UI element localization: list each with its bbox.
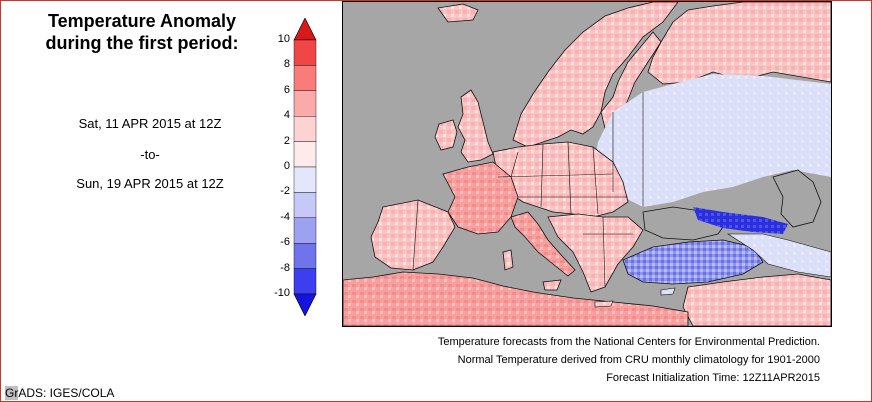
france (442, 161, 519, 235)
colorbar-tick-label: 2 (283, 134, 290, 147)
grads-credit-rest: ADS: IGES/COLA (18, 386, 115, 400)
colorbar-bin (293, 268, 317, 295)
colorbar-tick-label: -6 (280, 236, 290, 249)
north-africa (343, 271, 689, 326)
grads-credit-gr: Gr (5, 386, 19, 400)
colorbar-bin (293, 192, 317, 218)
cyprus (660, 287, 676, 296)
colorbar-tick-label: 8 (283, 58, 290, 71)
colorbar-bin (293, 242, 317, 269)
colorbar-tick-label: -4 (280, 210, 290, 223)
title-line-1: Temperature Anomaly (47, 11, 237, 31)
end-date: Sun, 19 APR 2015 at 12Z (76, 176, 224, 191)
turkey (622, 239, 764, 285)
ireland (434, 119, 458, 151)
colorbar-bin (293, 90, 317, 117)
colorbar-bin (293, 141, 317, 168)
colorbar-bin (293, 115, 317, 142)
colorbar-tick-label: 4 (283, 109, 290, 122)
colorbar-tick-label: 10 (277, 33, 290, 45)
colorbar-top-arrow (293, 18, 317, 41)
iberia (370, 199, 456, 271)
colorbar-bin (293, 166, 317, 193)
map-title: Temperature Anomaly during the first per… (22, 10, 262, 54)
italy (510, 211, 576, 277)
date-separator: -to- (140, 147, 160, 162)
colorbar-bin (293, 217, 317, 244)
finland-russia (647, 2, 831, 85)
caucasus (693, 207, 788, 234)
title-line-2: during the first period: (45, 33, 239, 53)
caspian-sea (772, 169, 822, 228)
great-britain (457, 89, 494, 163)
russia-interior (593, 74, 831, 207)
colorbar-tick-label: -8 (280, 261, 290, 274)
footnote-source: Temperature forecasts from the National … (437, 336, 820, 348)
sardinia (502, 249, 514, 271)
colorbar-bin (293, 39, 317, 66)
colorbar-bottom-arrow (293, 293, 317, 316)
colorbar-tick-label: 0 (283, 160, 290, 172)
colorbar-tick-label: -10 (274, 287, 290, 299)
colorbar-tick-label: -2 (280, 185, 290, 198)
country-borders (412, 92, 644, 288)
colorbar-tick-label: 6 (283, 83, 290, 96)
start-date: Sat, 11 APR 2015 at 12Z (78, 116, 222, 131)
caucasus-south (726, 233, 831, 278)
anomaly-map (342, 1, 832, 327)
colorbar (293, 18, 317, 316)
sicily (542, 279, 562, 291)
colorbar-bin (293, 65, 317, 92)
europe-map (343, 2, 831, 326)
grads-credit: GrADS: IGES/COLA (5, 386, 114, 400)
footnote-climatology: Normal Temperature derived from CRU mont… (457, 354, 820, 366)
crete (594, 300, 614, 308)
footnote-init-time: Forecast Initialization Time: 12Z11APR20… (606, 372, 820, 384)
northern-islands (437, 3, 479, 23)
scandinavia (512, 2, 679, 148)
